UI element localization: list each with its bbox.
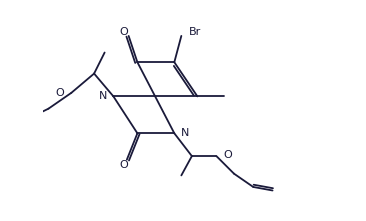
- Text: O: O: [120, 160, 128, 170]
- Text: Br: Br: [189, 27, 201, 37]
- Text: N: N: [181, 128, 189, 138]
- Text: O: O: [119, 27, 128, 37]
- Text: O: O: [223, 151, 232, 160]
- Text: O: O: [56, 88, 64, 98]
- Text: N: N: [99, 91, 107, 101]
